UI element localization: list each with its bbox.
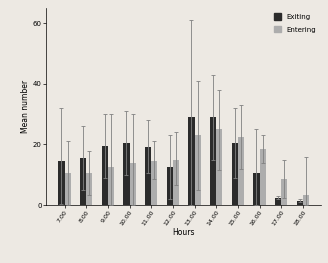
Bar xyxy=(281,179,287,205)
Bar xyxy=(145,148,151,205)
Bar xyxy=(210,117,216,205)
Bar xyxy=(303,195,309,205)
Bar xyxy=(173,160,179,205)
Bar xyxy=(58,161,65,205)
Bar xyxy=(232,143,238,205)
Y-axis label: Mean number: Mean number xyxy=(21,80,30,133)
Bar xyxy=(130,163,135,205)
Bar xyxy=(254,173,259,205)
Bar xyxy=(275,198,281,205)
Bar xyxy=(216,129,222,205)
Bar xyxy=(238,137,244,205)
X-axis label: Hours: Hours xyxy=(173,228,195,237)
Bar xyxy=(102,146,108,205)
Bar xyxy=(80,158,86,205)
Bar xyxy=(123,143,130,205)
Bar xyxy=(108,167,114,205)
Bar xyxy=(189,117,195,205)
Bar xyxy=(86,173,92,205)
Bar xyxy=(259,149,266,205)
Bar xyxy=(297,201,303,205)
Bar xyxy=(151,161,157,205)
Legend: Exiting, Entering: Exiting, Entering xyxy=(272,11,318,35)
Bar xyxy=(65,173,71,205)
Bar xyxy=(195,135,201,205)
Bar xyxy=(167,167,173,205)
